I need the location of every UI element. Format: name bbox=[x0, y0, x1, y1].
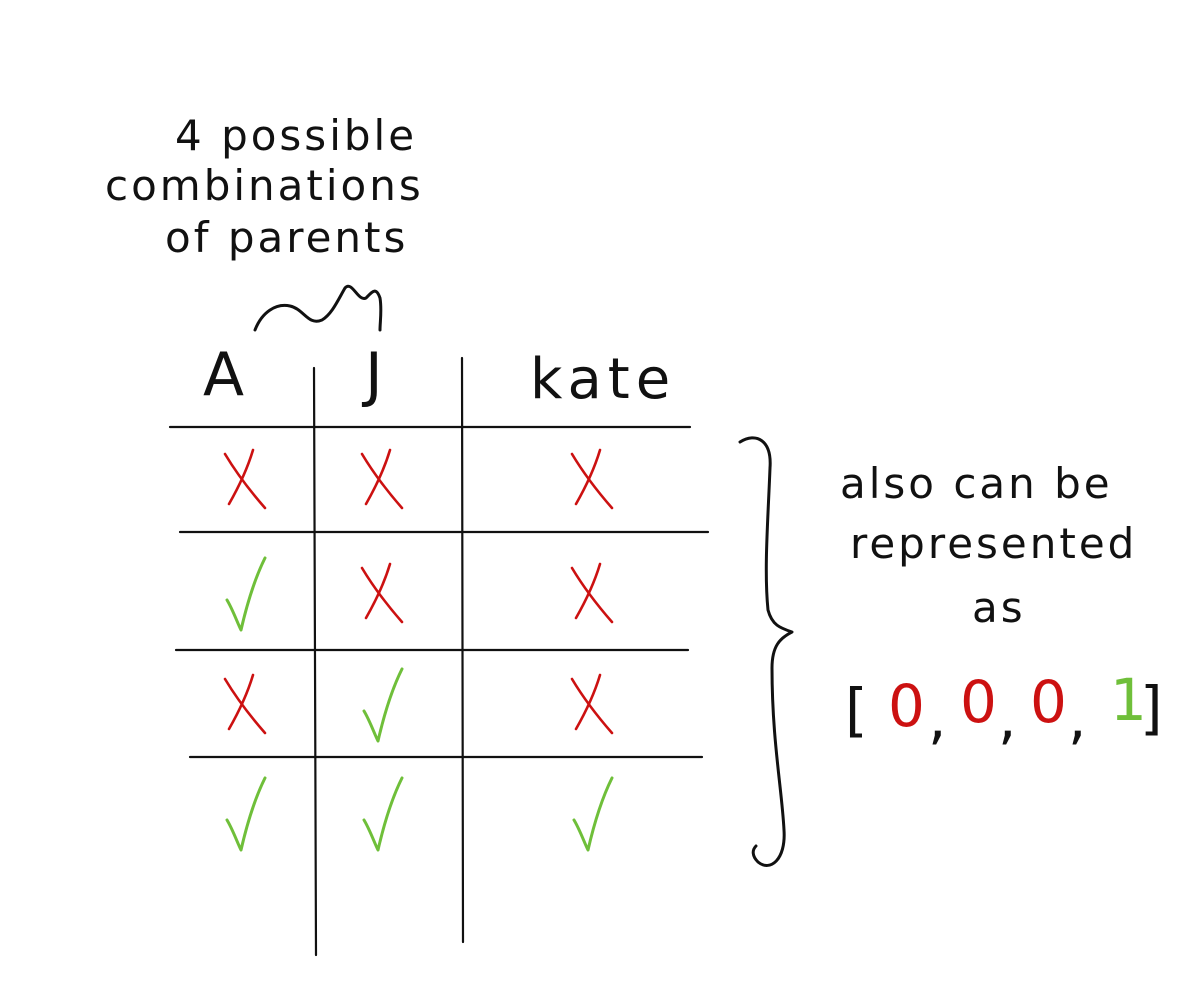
table-grid bbox=[168, 356, 710, 957]
vector-value-3: 0 bbox=[1030, 668, 1067, 736]
vector-close-bracket: ] bbox=[1140, 674, 1163, 742]
parents-brace bbox=[253, 284, 383, 332]
header-a: A bbox=[203, 340, 244, 410]
header-kate: kate bbox=[530, 347, 676, 412]
check-mark-icon-row4-j bbox=[362, 776, 404, 852]
x-mark-icon-row3-kate bbox=[570, 673, 614, 735]
check-mark-icon-row2-a bbox=[225, 556, 267, 632]
x-mark-icon-row2-kate bbox=[570, 562, 614, 624]
vector-value-2: 0 bbox=[960, 668, 997, 736]
vector-separator-3: , bbox=[1068, 684, 1086, 752]
representation-note: also can be represented as bbox=[840, 459, 1137, 632]
check-mark-icon-row4-kate bbox=[572, 776, 614, 852]
x-mark-icon-row1-j bbox=[360, 448, 404, 510]
x-mark-icon-row1-a bbox=[223, 448, 267, 510]
vector-value-1: 0 bbox=[888, 672, 925, 740]
vector-open-bracket: [ bbox=[845, 676, 868, 744]
representation-note-line-3: as bbox=[972, 583, 1026, 632]
representation-note-line-2: represented bbox=[850, 519, 1137, 568]
vector-separator-2: , bbox=[998, 684, 1016, 752]
combinations-note-line-2: combinations bbox=[105, 161, 424, 210]
representation-note-line-1: also can be bbox=[840, 459, 1113, 508]
rows-brace bbox=[738, 436, 794, 867]
combinations-note-line-3: of parents bbox=[165, 213, 408, 262]
table-cells bbox=[223, 448, 614, 852]
x-mark-icon-row3-a bbox=[223, 673, 267, 735]
x-mark-icon-row1-kate bbox=[570, 448, 614, 510]
check-mark-icon-row3-j bbox=[362, 667, 404, 743]
column-divider-1 bbox=[312, 366, 318, 957]
combinations-note-line-1: 4 possible bbox=[175, 111, 417, 160]
check-mark-icon-row4-a bbox=[225, 776, 267, 852]
combinations-note: 4 possible combinations of parents bbox=[105, 111, 424, 262]
binary-vector: [ 0 , 0 , 0 , 1 ] bbox=[845, 666, 1163, 752]
x-mark-icon-row2-j bbox=[360, 562, 404, 624]
vector-separator-1: , bbox=[928, 684, 946, 752]
header-j: J bbox=[361, 340, 383, 410]
vector-value-4: 1 bbox=[1110, 666, 1147, 734]
